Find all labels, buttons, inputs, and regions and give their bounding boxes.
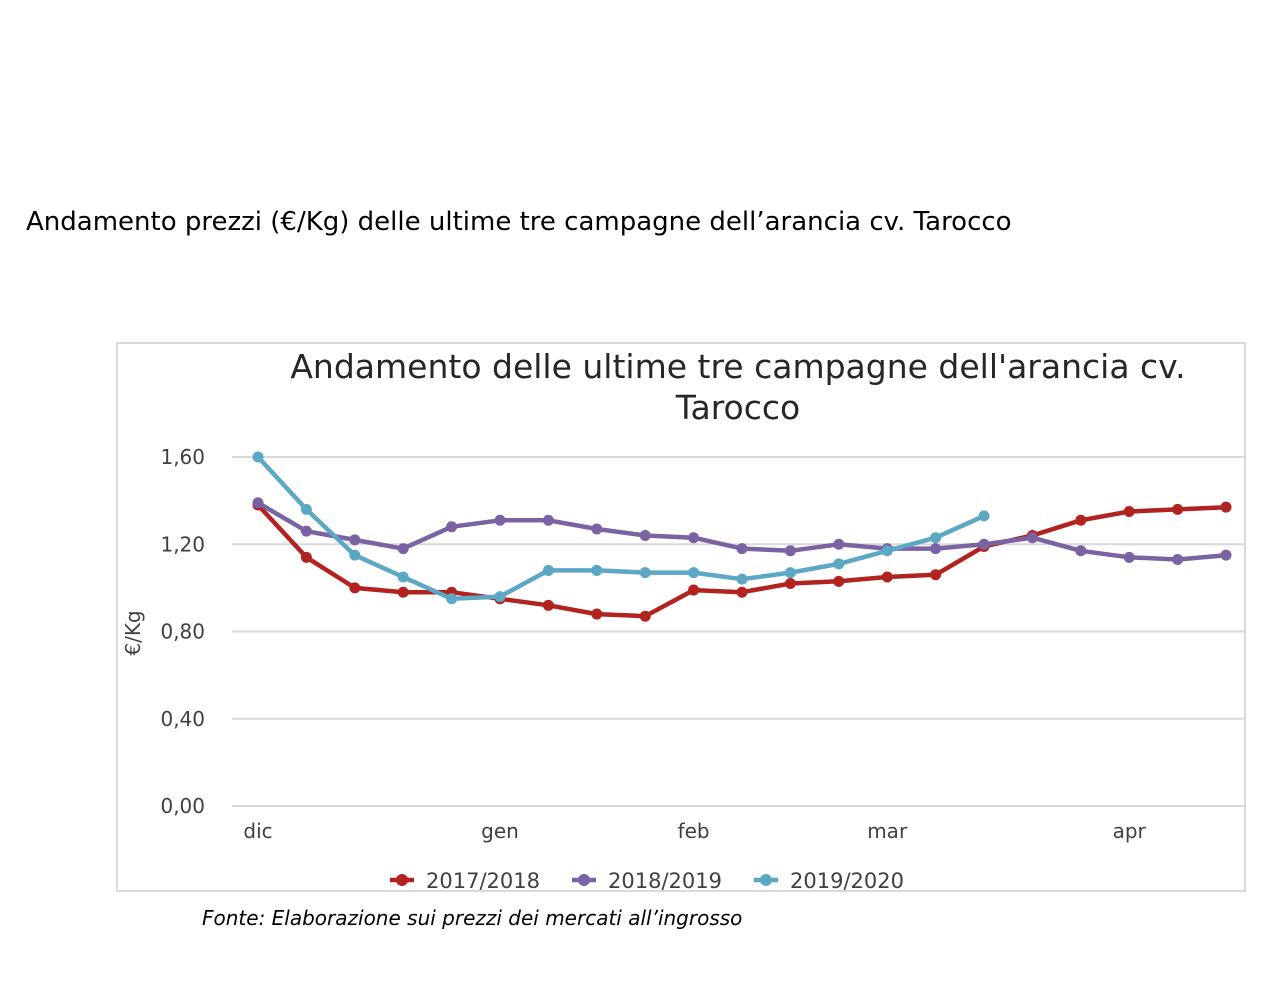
x-tick-labels: dic gen feb mar apr <box>243 819 1146 843</box>
data-point <box>736 543 748 555</box>
data-point <box>978 538 990 550</box>
data-point <box>542 564 554 576</box>
x-tick-label: feb <box>678 819 710 843</box>
data-point <box>300 551 312 563</box>
data-point <box>833 558 845 570</box>
data-point <box>252 451 264 463</box>
data-point <box>397 543 409 555</box>
data-point <box>978 510 990 522</box>
data-point <box>930 569 942 581</box>
data-point <box>591 523 603 535</box>
data-point <box>542 514 554 526</box>
data-point <box>1075 514 1087 526</box>
y-tick-label: 0,00 <box>160 794 205 818</box>
data-point <box>1220 549 1232 561</box>
x-tick-label: apr <box>1113 819 1147 843</box>
chart-title-line-2: Tarocco <box>675 388 800 427</box>
legend-label: 2017/2018 <box>426 869 540 890</box>
data-point <box>349 534 361 546</box>
data-point <box>1123 506 1135 518</box>
data-point <box>639 567 651 579</box>
legend-item: 2019/2020 <box>754 869 904 890</box>
data-point <box>1123 551 1135 563</box>
data-point <box>736 586 748 598</box>
data-point <box>784 545 796 557</box>
legend-item: 2018/2019 <box>572 869 722 890</box>
data-point <box>881 545 893 557</box>
line-chart: Andamento delle ultime tre campagne dell… <box>121 347 1244 890</box>
data-point <box>688 532 700 544</box>
data-point <box>688 584 700 596</box>
x-tick-label: mar <box>867 819 908 843</box>
data-point <box>591 564 603 576</box>
y-tick-label: 1,60 <box>160 445 205 469</box>
chart-title-line-1: Andamento delle ultime tre campagne dell… <box>290 347 1185 386</box>
data-point <box>930 543 942 555</box>
series-2019-2020 <box>252 451 990 605</box>
data-point <box>881 571 893 583</box>
data-point <box>1026 532 1038 544</box>
legend-label: 2019/2020 <box>790 869 904 890</box>
data-point <box>446 593 458 605</box>
y-tick-label: 0,80 <box>160 620 205 644</box>
data-point <box>930 532 942 544</box>
y-tick-labels: 0,00 0,40 0,80 1,20 1,60 <box>160 445 205 818</box>
data-point <box>397 586 409 598</box>
data-point <box>736 573 748 585</box>
source-note: Fonte: Elaborazione sui prezzi dei merca… <box>202 906 743 930</box>
data-point <box>494 514 506 526</box>
series-2017-2018 <box>252 499 1232 622</box>
data-point <box>639 610 651 622</box>
series-2018-2019 <box>252 497 1232 566</box>
x-tick-label: dic <box>243 819 272 843</box>
data-point <box>542 599 554 611</box>
data-point <box>349 549 361 561</box>
x-tick-label: gen <box>481 819 519 843</box>
y-tick-label: 1,20 <box>160 532 205 556</box>
legend-swatch-marker <box>396 874 408 886</box>
data-point <box>397 571 409 583</box>
data-point <box>349 582 361 594</box>
series-lines <box>252 451 1232 622</box>
y-tick-label: 0,40 <box>160 707 205 731</box>
data-point <box>591 608 603 620</box>
gridlines <box>232 456 1244 807</box>
data-point <box>300 503 312 515</box>
data-point <box>1172 503 1184 515</box>
legend-item: 2017/2018 <box>390 869 540 890</box>
data-point <box>1075 545 1087 557</box>
data-point <box>639 530 651 542</box>
data-point <box>252 497 264 509</box>
data-point <box>300 525 312 537</box>
document-heading: Andamento prezzi (€/Kg) delle ultime tre… <box>26 207 1012 237</box>
data-point <box>688 567 700 579</box>
legend-swatch-marker <box>578 874 590 886</box>
data-point <box>833 575 845 587</box>
legend-label: 2018/2019 <box>608 869 722 890</box>
legend-swatch-marker <box>760 874 772 886</box>
legend: 2017/2018 2018/2019 2019/2020 <box>390 869 904 890</box>
data-point <box>784 578 796 590</box>
series-line <box>255 454 987 602</box>
data-point <box>494 591 506 603</box>
data-point <box>833 538 845 550</box>
data-point <box>784 567 796 579</box>
data-point <box>1220 501 1232 513</box>
data-point <box>1172 554 1184 566</box>
data-point <box>446 521 458 533</box>
y-axis-label: €/Kg <box>121 610 145 655</box>
chart-frame: Andamento delle ultime tre campagne dell… <box>116 342 1246 892</box>
